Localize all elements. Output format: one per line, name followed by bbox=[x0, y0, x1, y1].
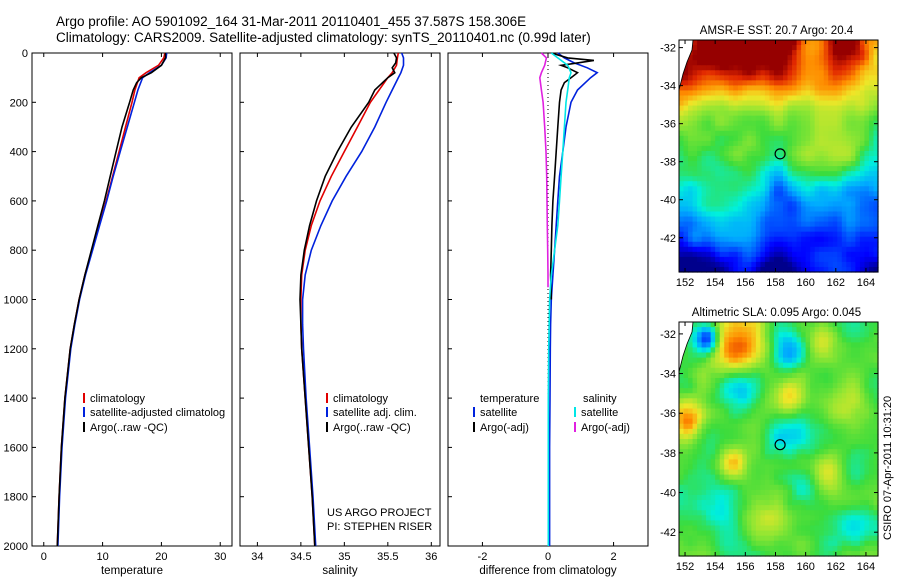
series-line-2-0 bbox=[548, 52, 599, 546]
map-y-tick-label-0: -32 bbox=[660, 43, 676, 55]
series-line-2-1 bbox=[549, 52, 595, 300]
project-pi: PI: STEPHEN RISER bbox=[327, 521, 432, 533]
argo-float-marker-1 bbox=[774, 439, 786, 451]
y-tick-label: 1200 bbox=[4, 344, 28, 356]
legend-temp-clim-label: climatology bbox=[90, 393, 146, 405]
map-y-tick-label-1: -34 bbox=[660, 369, 676, 381]
series-line-0-2 bbox=[56, 53, 167, 547]
map-y-tick-label-0: -34 bbox=[660, 81, 676, 93]
x-tick-label-1: 34 bbox=[251, 551, 263, 563]
legend-diff-header-temp: temperature bbox=[480, 393, 539, 405]
map-x-tick-label-1: 164 bbox=[857, 561, 875, 573]
map-y-tick-label-0: -36 bbox=[660, 119, 676, 131]
map-x-tick-label-0: 158 bbox=[766, 277, 784, 289]
map-x-tick-label-0: 152 bbox=[676, 277, 694, 289]
legend-diff-sal-sat-label: satellite bbox=[581, 407, 618, 419]
y-tick-label: 200 bbox=[10, 97, 28, 109]
map-y-tick-label-1: -38 bbox=[660, 448, 676, 460]
map-x-tick-label-1: 156 bbox=[736, 561, 754, 573]
legend-temp-sat-label: satellite-adjusted climatolog bbox=[90, 407, 225, 419]
legend-diff-sal-argo-label: Argo(-adj) bbox=[581, 422, 630, 434]
x-axis-label-2: difference from climatology bbox=[479, 565, 616, 577]
series-line-2-3 bbox=[538, 52, 549, 288]
map-x-tick-label-1: 162 bbox=[827, 561, 845, 573]
map-title-1: Altimetric SLA: 0.095 Argo: 0.045 bbox=[692, 307, 861, 319]
legend-temp-argo-label: Argo(..raw -QC) bbox=[90, 422, 168, 434]
series-line-1-2 bbox=[299, 52, 398, 547]
map-frame-1 bbox=[678, 321, 879, 557]
x-axis-label-1: salinity bbox=[322, 565, 357, 577]
map-x-tick-label-1: 158 bbox=[766, 561, 784, 573]
series-line-1-1 bbox=[301, 52, 405, 547]
legend-diff-temp-argo-label: Argo(-adj) bbox=[480, 422, 529, 434]
header-line-2: Climatology: CARS2009. Satellite-adjuste… bbox=[56, 30, 591, 45]
x-tick-label-0: 10 bbox=[96, 551, 108, 563]
map-x-tick-label-1: 154 bbox=[706, 561, 724, 573]
y-tick-label: 2000 bbox=[4, 541, 28, 553]
map-x-tick-label-0: 164 bbox=[857, 277, 875, 289]
x-tick-label-0: 0 bbox=[41, 551, 47, 563]
map-x-tick-label-1: 160 bbox=[796, 561, 814, 573]
x-tick-label-1: 34.5 bbox=[290, 551, 311, 563]
map-y-tick-label-1: -36 bbox=[660, 408, 676, 420]
x-tick-label-2: 0 bbox=[545, 551, 551, 563]
header-line-1: Argo profile: AO 5901092_164 31-Mar-2011… bbox=[56, 14, 527, 29]
plot-frame-1 bbox=[239, 52, 441, 547]
x-tick-label-1: 35.5 bbox=[377, 551, 398, 563]
legend-diff-temp-sat-label: satellite bbox=[480, 407, 517, 419]
legend-diff-header-sal: salinity bbox=[583, 393, 617, 405]
map-x-tick-label-0: 156 bbox=[736, 277, 754, 289]
series-line-2-2 bbox=[547, 52, 572, 546]
map-y-tick-label-1: -32 bbox=[660, 329, 676, 341]
x-tick-label-0: 20 bbox=[155, 551, 167, 563]
y-tick-label: 400 bbox=[10, 147, 28, 159]
x-tick-label-2: 2 bbox=[611, 551, 617, 563]
legend-sal-sat-label: satellite adj. clim. bbox=[333, 407, 417, 419]
map-y-tick-label-0: -40 bbox=[660, 195, 676, 207]
y-tick-label: 800 bbox=[10, 245, 28, 257]
y-tick-label: 1600 bbox=[4, 442, 28, 454]
map-x-tick-label-0: 154 bbox=[706, 277, 724, 289]
y-tick-label: 1400 bbox=[4, 393, 28, 405]
map-y-tick-label-0: -42 bbox=[660, 233, 676, 245]
map-cells-0 bbox=[679, 40, 879, 273]
x-tick-label-1: 36 bbox=[425, 551, 437, 563]
map-x-tick-label-0: 162 bbox=[827, 277, 845, 289]
map-y-tick-label-0: -38 bbox=[660, 157, 676, 169]
map-x-tick-label-0: 160 bbox=[796, 277, 814, 289]
map-x-tick-label-1: 152 bbox=[676, 561, 694, 573]
legend-sal-clim-label: climatology bbox=[333, 393, 389, 405]
y-tick-label: 600 bbox=[10, 196, 28, 208]
map-y-tick-label-1: -40 bbox=[660, 488, 676, 500]
plot-frame-0 bbox=[31, 52, 233, 547]
credit-text: CSIRO 07-Apr-2011 10:31:20 bbox=[882, 395, 894, 540]
map-frame-0 bbox=[678, 39, 879, 273]
x-tick-label-1: 35 bbox=[338, 551, 350, 563]
y-tick-label: 1800 bbox=[4, 492, 28, 504]
y-tick-label: 1000 bbox=[4, 295, 28, 307]
argo-float-marker-0 bbox=[774, 148, 786, 160]
x-axis-label-0: temperature bbox=[101, 565, 163, 577]
x-tick-label-0: 30 bbox=[214, 551, 226, 563]
map-title-0: AMSR-E SST: 20.7 Argo: 20.4 bbox=[700, 25, 854, 37]
legend-sal-argo-label: Argo(..raw -QC) bbox=[333, 422, 411, 434]
x-tick-label-2: -2 bbox=[478, 551, 488, 563]
map-cells-1 bbox=[679, 322, 879, 557]
y-tick-label: 0 bbox=[22, 48, 28, 60]
project-name: US ARGO PROJECT bbox=[327, 507, 432, 519]
map-y-tick-label-1: -42 bbox=[660, 527, 676, 539]
